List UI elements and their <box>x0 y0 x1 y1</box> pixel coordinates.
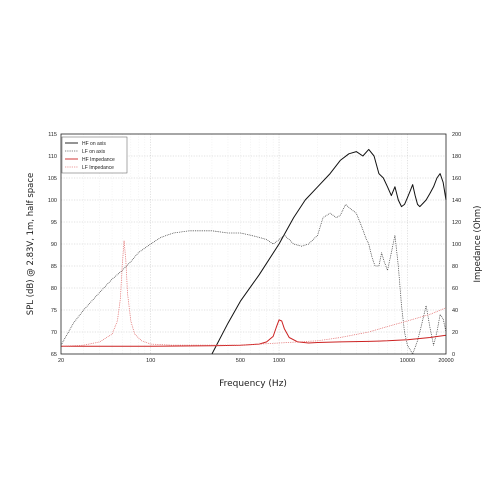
y-tick-label: 85 <box>51 264 57 270</box>
y2-tick-label: 200 <box>452 132 461 138</box>
y-tick-label: 115 <box>48 132 57 138</box>
y2-tick-label: 80 <box>452 264 458 270</box>
y2-tick-label: 100 <box>452 242 461 248</box>
legend-label-lf-impedance: LF Impedance <box>82 165 114 171</box>
x-tick-label: 20 <box>58 358 64 364</box>
legend-label-lf-on-axis: LF on axis <box>82 149 106 155</box>
plot-frame <box>60 133 447 355</box>
y-axis-title: SPL (dB) @ 2.83V, 1m, half space <box>26 173 36 316</box>
x-tick-label: 20000 <box>438 358 453 364</box>
series-line-hf-on-axis <box>211 148 447 355</box>
tick-labels: 20 100 500 1000 10000 20000657075808590951001… <box>48 132 461 364</box>
x-tick-label: 100 <box>146 358 155 364</box>
y2-tick-label: 20 <box>452 330 458 336</box>
y-tick-label: 90 <box>51 242 57 248</box>
y-tick-label: 105 <box>48 176 57 182</box>
y2-tick-label: 40 <box>452 308 458 314</box>
grid <box>61 134 446 354</box>
y-tick-label: 95 <box>51 220 57 226</box>
x-tick-label: 500 <box>236 358 245 364</box>
y2-tick-label: 120 <box>452 220 461 226</box>
y-tick-label: 110 <box>48 154 57 160</box>
x-tick-label: 1000 <box>273 358 285 364</box>
series-line-lf-on-axis <box>60 204 447 355</box>
legend-label-hf-on-axis: HF on axis <box>82 141 106 147</box>
y2-tick-label: 60 <box>452 286 458 292</box>
legend: HF on axis LF on axis HF Impedance LF Im… <box>61 136 128 174</box>
x-axis-title: Frequency (Hz) <box>219 379 287 389</box>
y2-axis-title: Impedance (Ohm) <box>473 206 483 283</box>
y2-tick-label: 160 <box>452 176 461 182</box>
y-tick-label: 75 <box>51 308 57 314</box>
y2-tick-label: 0 <box>452 352 455 358</box>
y-tick-label: 80 <box>51 286 57 292</box>
y2-tick-label: 140 <box>452 198 461 204</box>
series-line-hf-impedance <box>61 319 447 347</box>
y2-tick-label: 180 <box>452 154 461 160</box>
legend-label-hf-impedance: HF Impedance <box>82 157 115 163</box>
x-tick-label: 10000 <box>400 358 415 364</box>
y-tick-label: 70 <box>51 330 57 336</box>
y-tick-label: 100 <box>48 198 57 204</box>
series-layer <box>60 148 447 355</box>
y-tick-label: 65 <box>51 352 57 358</box>
